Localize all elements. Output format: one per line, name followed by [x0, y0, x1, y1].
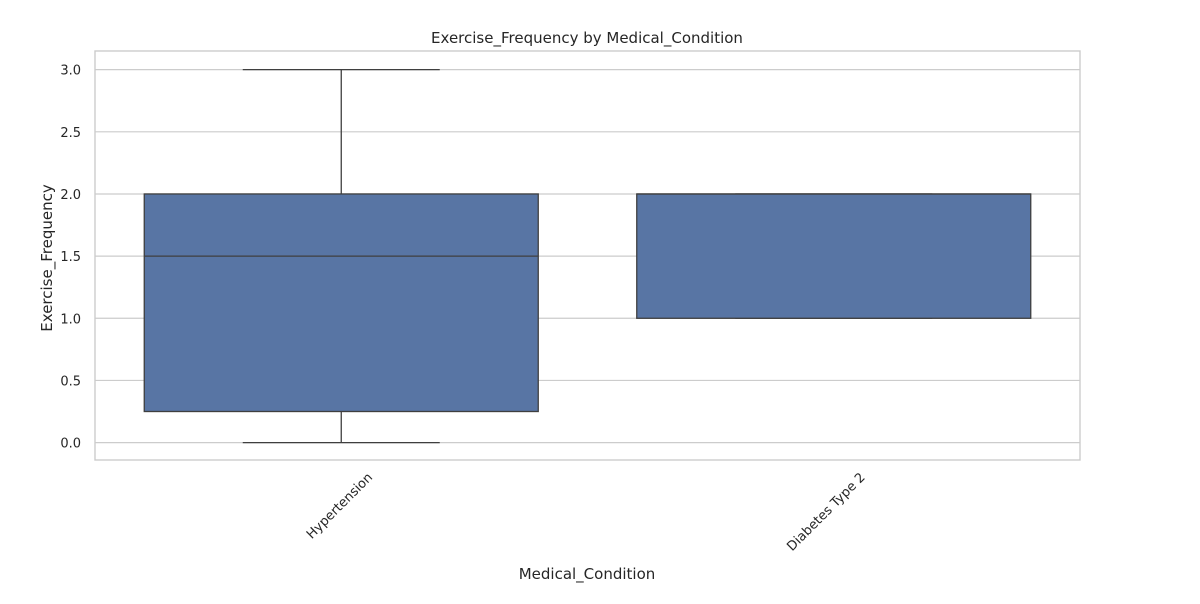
box-group-diabetes-type-2	[636, 193, 1032, 319]
y-tick-label: 2.5	[60, 126, 81, 141]
y-tick-label: 3.0	[60, 64, 81, 79]
y-tick-label: 1.0	[60, 312, 81, 327]
iqr-box	[636, 193, 1032, 319]
chart-title: Exercise_Frequency by Medical_Condition	[431, 29, 743, 48]
x-tick-label: Diabetes Type 2	[784, 470, 868, 554]
plot-frame	[94, 50, 1081, 461]
y-axis-label: Exercise_Frequency	[38, 184, 57, 332]
boxes	[143, 68, 1032, 444]
iqr-box	[143, 193, 539, 413]
y-tick-label: 0.0	[60, 437, 81, 452]
x-tick-label: Hypertension	[304, 470, 376, 542]
box-group-hypertension	[143, 68, 539, 444]
y-tick-label: 2.0	[60, 188, 81, 203]
x-axis-label: Medical_Condition	[519, 565, 656, 584]
y-tick-label: 1.5	[60, 250, 81, 265]
x-tick-labels: Hypertension Diabetes Type 2	[304, 470, 869, 554]
y-tick-label: 0.5	[60, 374, 81, 389]
y-tick-labels: 0.0 0.5 1.0 1.5 2.0 2.5 3.0	[60, 64, 81, 452]
